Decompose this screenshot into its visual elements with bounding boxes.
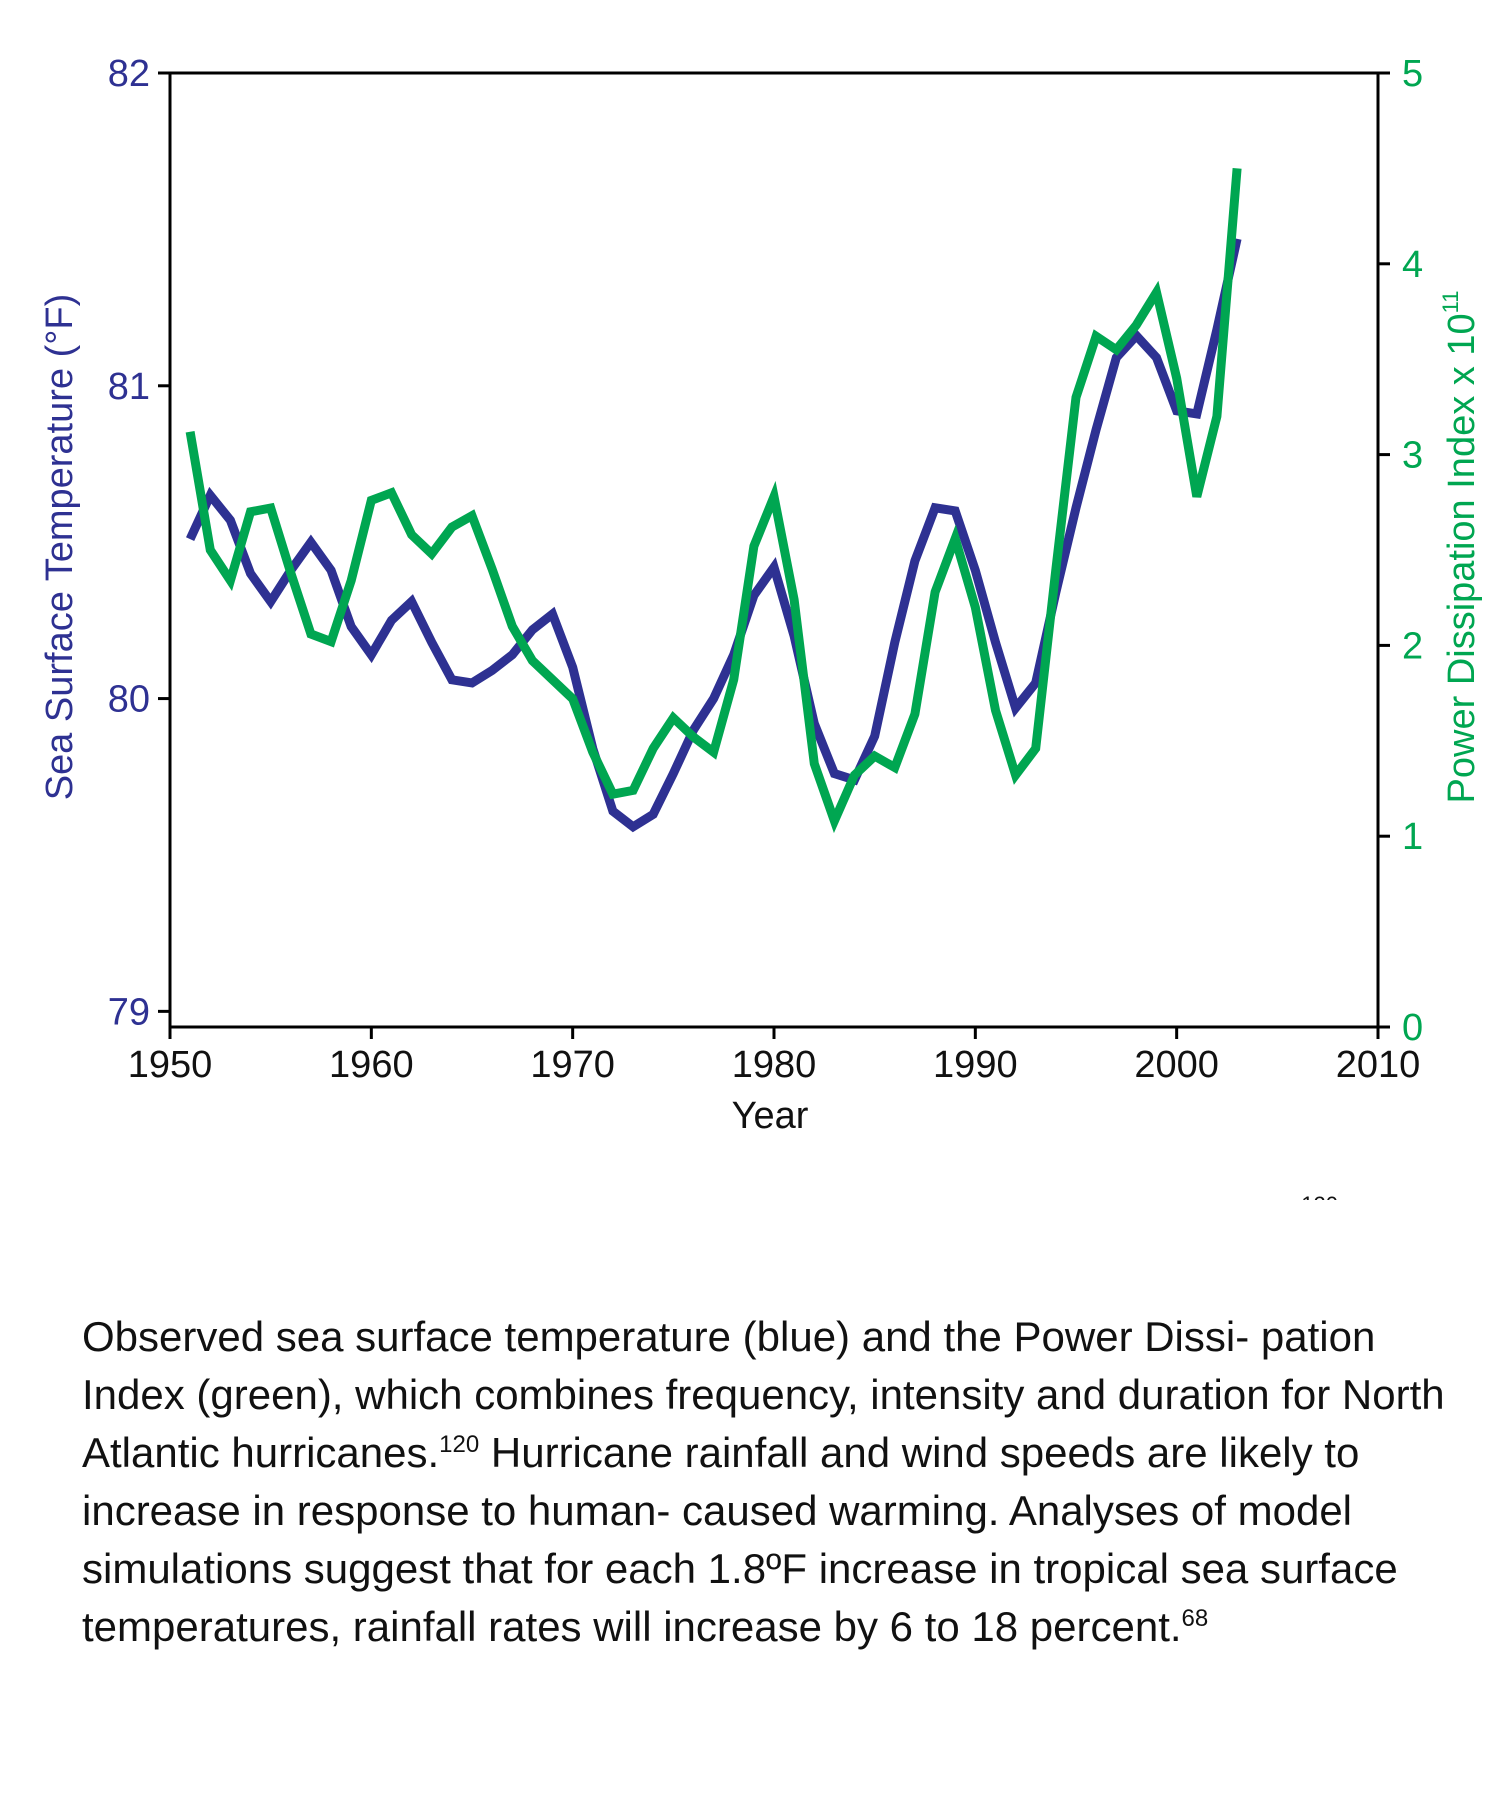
caption-text-2: Hurricane rainfall and wind speeds are l… [82, 1429, 1398, 1650]
x-tick-label: 1970 [530, 1044, 615, 1086]
x-tick-label: 1950 [128, 1044, 213, 1086]
right-y-tick-label: 5 [1402, 53, 1423, 95]
left-y-tick-label: 82 [108, 53, 150, 95]
sst-series-line [186, 237, 1242, 833]
x-tick-label: 2000 [1134, 1044, 1219, 1086]
left-y-tick-label: 81 [108, 366, 150, 408]
x-tick-label: 1990 [933, 1044, 1018, 1086]
right-y-tick-label: 1 [1402, 816, 1423, 858]
figure-caption: Observed sea surface temperature (blue) … [82, 1308, 1482, 1656]
pdi-series-line [185, 168, 1242, 834]
right-y-axis-title-text: Power Dissipation Index x 10 [1441, 313, 1483, 803]
chart-axes [168, 71, 1380, 1029]
right-y-axis-title: Power Dissipation Index x 1011 [1438, 291, 1483, 804]
chart-series-layer [185, 168, 1242, 834]
caption-ref-2: 68 [1181, 1605, 1209, 1632]
source-credit-ref: 120 [1301, 1192, 1338, 1200]
x-axis-title: Year [732, 1095, 809, 1137]
left-y-axis-title: Sea Surface Temperature (°F) [39, 294, 81, 801]
caption-text-1: Observed sea surface temperature (blue) … [82, 1313, 1445, 1476]
left-y-tick-label: 80 [108, 679, 150, 721]
x-tick-label: 2010 [1336, 1044, 1421, 1086]
chart: 1950 1960 1970 1980 1990 2000 2010 79 80 81 82 0 1 2 3… [39, 53, 1483, 1200]
right-y-tick-label: 0 [1402, 1007, 1423, 1049]
right-y-tick-label: 2 [1402, 625, 1423, 667]
source-credit-name: Emanuel [1151, 1195, 1301, 1200]
x-tick-label: 1960 [329, 1044, 414, 1086]
chart-ticks: 1950 1960 1970 1980 1990 2000 2010 79 80 81 82 0 1 2 3… [108, 53, 1423, 1086]
left-y-tick-label: 79 [108, 991, 150, 1033]
source-credit: Emanuel120 [1151, 1192, 1338, 1200]
x-tick-label: 1980 [732, 1044, 817, 1086]
right-y-tick-label: 4 [1402, 244, 1423, 286]
right-y-tick-label: 3 [1402, 435, 1423, 477]
right-y-axis-title-exponent: 11 [1438, 291, 1463, 314]
caption-ref-1: 120 [439, 1431, 480, 1458]
